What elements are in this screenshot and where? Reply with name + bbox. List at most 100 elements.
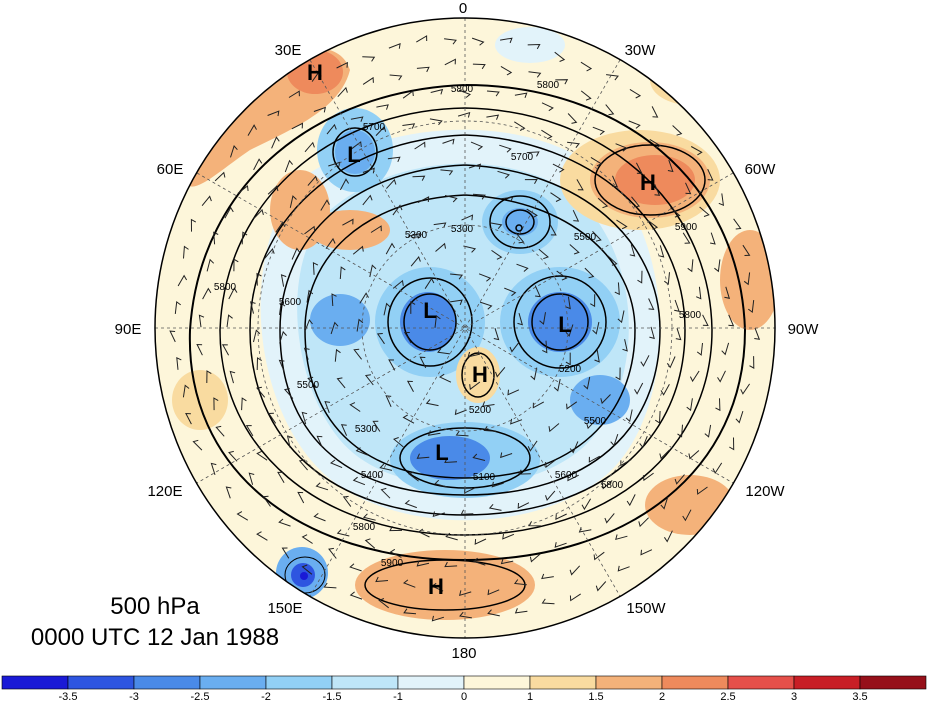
wind-barb bbox=[696, 486, 708, 495]
contour-label: 5200 bbox=[469, 405, 492, 416]
wind-barb bbox=[267, 412, 277, 424]
wind-barb bbox=[491, 481, 504, 488]
wind-barb bbox=[733, 218, 742, 230]
wind-barb bbox=[350, 116, 364, 122]
wind-barb bbox=[469, 381, 481, 391]
wind-barb bbox=[304, 225, 316, 235]
wind-barb bbox=[688, 450, 700, 460]
wind-barb bbox=[553, 378, 561, 392]
wind-barb bbox=[474, 538, 487, 545]
contour-label: 5800 bbox=[353, 522, 376, 533]
wind-barb bbox=[712, 462, 723, 475]
wind-barb bbox=[640, 549, 653, 556]
wind-barb bbox=[288, 90, 300, 98]
wind-barb bbox=[471, 37, 485, 46]
wind-barb bbox=[724, 286, 731, 299]
wind-barb bbox=[424, 277, 435, 289]
wind-barb bbox=[728, 314, 735, 327]
wind-barb bbox=[304, 318, 313, 332]
wind-barb bbox=[362, 513, 376, 521]
contour-label: 5800 bbox=[679, 310, 702, 321]
wind-barb bbox=[431, 615, 445, 622]
wind-barb bbox=[514, 92, 528, 98]
wind-barb bbox=[402, 414, 415, 424]
wind-barb bbox=[715, 398, 721, 412]
wind-barb bbox=[277, 471, 285, 483]
contour-label: 5800 bbox=[214, 282, 237, 293]
wind-barb bbox=[675, 328, 682, 341]
wind-barb bbox=[349, 591, 363, 600]
wind-barb bbox=[417, 196, 430, 203]
wind-barb bbox=[362, 76, 374, 85]
wind-barb bbox=[435, 242, 446, 252]
wind-barb bbox=[555, 79, 569, 85]
wind-barb bbox=[201, 195, 212, 207]
wind-barb bbox=[483, 426, 497, 432]
wind-barb bbox=[375, 576, 389, 583]
wind-barb bbox=[291, 247, 301, 260]
lon-label-0: 0 bbox=[459, 0, 467, 17]
wind-barb bbox=[416, 560, 430, 567]
wind-barb bbox=[639, 436, 648, 449]
wind-barb bbox=[677, 424, 683, 438]
wind-barb bbox=[444, 58, 456, 66]
contour-label: 5500 bbox=[574, 232, 597, 243]
colorbar-swatch bbox=[529, 675, 597, 690]
wind-barb bbox=[434, 314, 441, 328]
wind-barb bbox=[595, 581, 607, 592]
wind-barb bbox=[513, 579, 527, 586]
wind-barb bbox=[389, 525, 403, 532]
wind-barb bbox=[438, 373, 452, 383]
contour-label: 5900 bbox=[675, 222, 698, 233]
contour-label: 5600 bbox=[279, 297, 302, 308]
colorbar-swatch bbox=[859, 675, 927, 690]
wind-barb bbox=[340, 424, 348, 436]
wind-barb bbox=[352, 476, 366, 486]
colorbar-swatch bbox=[727, 675, 795, 690]
wind-barb bbox=[517, 502, 530, 509]
wind-barb bbox=[472, 453, 486, 461]
wind-barb bbox=[388, 43, 401, 49]
wind-barb bbox=[489, 222, 503, 230]
wind-barb bbox=[743, 272, 751, 286]
wind-barb bbox=[649, 138, 662, 149]
wind-barb bbox=[635, 162, 643, 175]
wind-barb bbox=[389, 548, 402, 558]
contour-label: 5600 bbox=[555, 470, 578, 481]
wind-barb bbox=[642, 472, 654, 482]
wind-barb bbox=[440, 169, 454, 176]
wind-barb bbox=[529, 553, 541, 563]
wind-barb bbox=[545, 459, 557, 468]
wind-barb bbox=[541, 598, 555, 605]
anomaly-shading bbox=[155, 18, 775, 638]
wind-barb bbox=[517, 469, 531, 475]
colorbar-swatch bbox=[331, 675, 399, 690]
high-center: H bbox=[640, 170, 656, 195]
wind-barb bbox=[699, 206, 710, 217]
contour-label: 5800 bbox=[601, 480, 624, 491]
colorbar-swatch bbox=[793, 675, 861, 690]
wind-barb bbox=[605, 104, 615, 116]
wind-barb bbox=[500, 65, 513, 76]
wind-barb bbox=[615, 534, 628, 541]
contour-label: 5900 bbox=[381, 558, 404, 569]
wind-barb bbox=[336, 377, 346, 389]
wind-barb bbox=[528, 71, 542, 78]
wind-barb bbox=[444, 457, 458, 464]
wind-barb bbox=[721, 342, 730, 356]
wind-barb bbox=[336, 61, 348, 69]
colorbar-tick-label: -1.5 bbox=[323, 691, 342, 702]
graticule bbox=[155, 18, 775, 638]
wind-barb bbox=[714, 259, 721, 273]
wind-barb bbox=[527, 43, 541, 50]
wind-barb bbox=[580, 90, 592, 101]
wind-barb bbox=[364, 538, 376, 549]
wind-barb bbox=[226, 314, 233, 328]
wind-barb bbox=[241, 231, 248, 245]
wind-barb bbox=[567, 113, 578, 124]
contour-label: 5300 bbox=[451, 224, 474, 235]
wind-barb bbox=[601, 480, 613, 490]
wind-barb bbox=[748, 300, 755, 314]
wind-barb bbox=[516, 263, 529, 272]
wind-barb bbox=[672, 125, 683, 136]
